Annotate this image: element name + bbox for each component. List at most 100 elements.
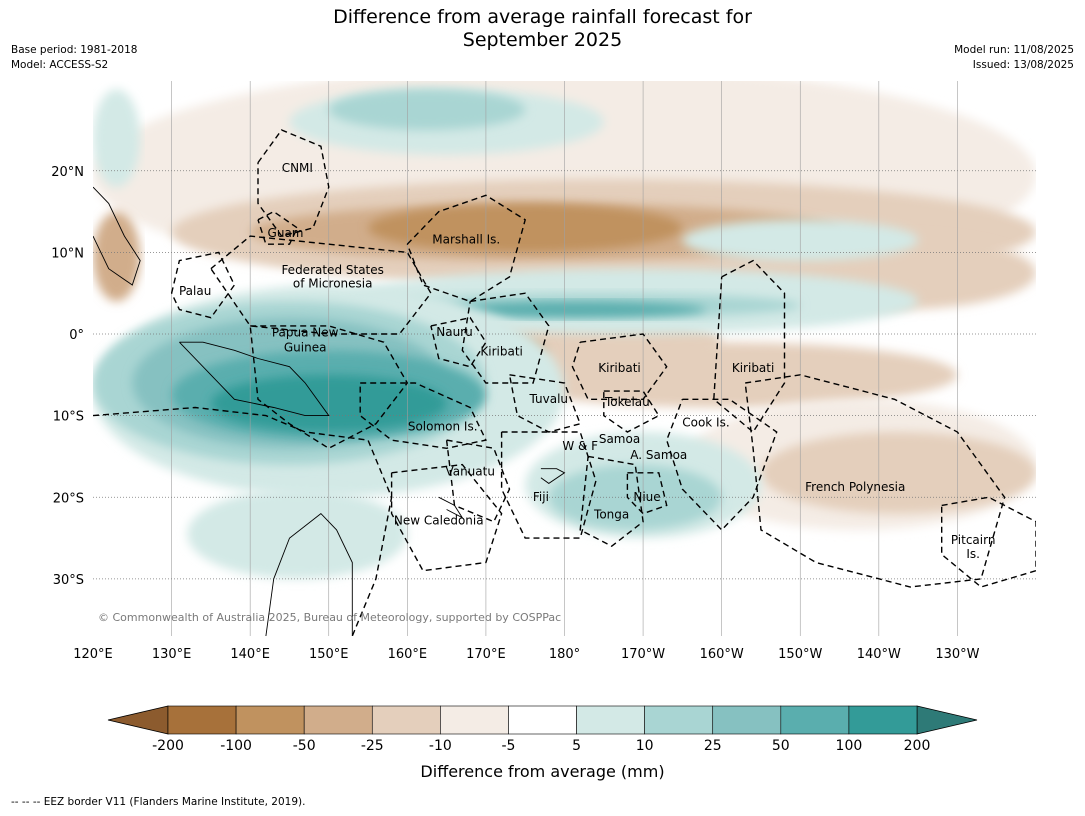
copyright-text: © Commonwealth of Australia 2025, Bureau… xyxy=(98,611,561,624)
colorbar-segment xyxy=(371,705,441,735)
region-label: Tonga xyxy=(593,508,629,522)
region-label: Is. xyxy=(966,547,980,561)
colorbar-tick-label: -200 xyxy=(152,738,184,754)
lat-tick-label: 20°S xyxy=(53,491,84,506)
region-label: Tokelau xyxy=(604,395,650,409)
colorbar-over-arrow xyxy=(916,705,978,735)
eez-kiribati-phoenix xyxy=(571,333,668,400)
lon-tick-label: 160°W xyxy=(700,647,744,662)
lat-tick-label: 30°S xyxy=(53,573,84,588)
colorbar-segment xyxy=(235,705,305,735)
region-label: French Polynesia xyxy=(805,480,905,494)
eez-png xyxy=(249,325,409,450)
colorbar-segment xyxy=(576,705,645,735)
new-guinea-coast xyxy=(179,341,330,417)
eez-footnote: -- -- -- EEZ border V11 (Flanders Marine… xyxy=(11,796,306,808)
colorbar-under-arrow xyxy=(107,705,169,735)
fiji-coast xyxy=(540,468,566,484)
lon-tick-label: 140°E xyxy=(230,647,270,662)
lon-tick-label: 130°E xyxy=(152,647,192,662)
lon-tick-label: 120°E xyxy=(73,647,113,662)
philippines-coast xyxy=(93,186,141,286)
colorbar-label: Difference from average (mm) xyxy=(420,762,665,781)
region-label: Vanuatu xyxy=(445,464,495,478)
eez-french-polynesia xyxy=(744,374,1006,588)
eez-kiribati-line xyxy=(713,259,786,434)
eez-australia xyxy=(93,406,393,636)
colorbar-segment xyxy=(848,705,918,735)
region-label: Solomon Is. xyxy=(408,420,478,434)
colorbar-segment xyxy=(303,705,373,735)
region-label: Guam xyxy=(268,226,304,240)
colorbar-tick-label: -25 xyxy=(361,738,384,754)
lon-tick-label: 130°W xyxy=(935,647,979,662)
colorbar-tick-label: -10 xyxy=(429,738,452,754)
eez-kiribati-gilbert xyxy=(461,292,550,384)
chart-title: Difference from average rainfall forecas… xyxy=(0,6,1085,52)
band-wet-north xyxy=(328,89,526,130)
colorbar-segment xyxy=(508,705,577,735)
region-label: Pitcairn xyxy=(951,533,996,547)
colorbar-tick-label: -50 xyxy=(293,738,316,754)
eez-palau xyxy=(170,251,236,319)
region-label: Kiribati xyxy=(598,361,640,375)
colorbar-tick-label: -100 xyxy=(220,738,252,754)
lat-tick-label: 0° xyxy=(69,328,84,343)
eez-nauru xyxy=(430,316,487,368)
lon-tick-label: 150°W xyxy=(778,647,822,662)
colorbar-tick-label: 25 xyxy=(704,738,722,754)
region-label: of Micronesia xyxy=(293,277,373,291)
region-label: New Caledonia xyxy=(394,513,484,527)
region-label: W & F xyxy=(562,439,598,453)
region-label: Cook Is. xyxy=(682,415,729,429)
lon-tick-label: 160°E xyxy=(388,647,428,662)
lon-tick-label: 170°E xyxy=(466,647,506,662)
lon-tick-label: 140°W xyxy=(857,647,901,662)
title-line-2: September 2025 xyxy=(462,29,623,51)
band-dry-south xyxy=(760,431,1036,514)
region-label: Samoa xyxy=(599,432,640,446)
colorbar-segment xyxy=(644,705,714,735)
colorbar-tick-label: 10 xyxy=(636,738,654,754)
region-label: Papua New xyxy=(272,326,339,340)
australia-coast xyxy=(265,512,353,636)
colorbar-tick-label: 5 xyxy=(572,738,581,754)
eez-new-caledonia xyxy=(390,463,503,572)
band-wet-west-north xyxy=(93,89,141,188)
band-wet-southwest xyxy=(187,489,408,579)
model-run: Model run: 11/08/2025 xyxy=(954,44,1074,56)
band-dry-west xyxy=(93,211,141,302)
eez-tonga xyxy=(579,455,644,548)
colorbar-tick-label: -5 xyxy=(501,738,515,754)
map-grid xyxy=(93,81,1036,636)
colorbar-tick-label: 100 xyxy=(836,738,863,754)
lat-tick-label: 20°N xyxy=(51,165,84,180)
band-dry-north-peak xyxy=(368,203,683,253)
region-label: Niue xyxy=(633,490,660,504)
meta-left: Base period: 1981-2018 Model: ACCESS-S2 xyxy=(11,43,137,73)
lon-tick-label: 150°E xyxy=(309,647,349,662)
eez-tokelau xyxy=(603,390,660,433)
region-label: A. Samoa xyxy=(630,448,687,462)
region-label: Tuvalu xyxy=(529,392,569,406)
colorbar-segment xyxy=(780,705,850,735)
eez-borders xyxy=(93,129,1036,636)
colorbar-tick-label: 50 xyxy=(772,738,790,754)
model-name: Model: ACCESS-S2 xyxy=(11,59,109,71)
region-label: Kiribati xyxy=(732,361,774,375)
lat-tick-label: 10°S xyxy=(53,410,84,425)
issued-date: Issued: 13/08/2025 xyxy=(972,59,1074,71)
lon-tick-label: 170°W xyxy=(621,647,665,662)
colorbar-segment xyxy=(712,705,782,735)
lon-tick-label: 180° xyxy=(549,647,580,662)
region-label: Palau xyxy=(179,284,211,298)
colorbar-segment xyxy=(167,705,237,735)
base-period: Base period: 1981-2018 xyxy=(11,44,138,56)
eez-guam xyxy=(257,210,299,245)
title-line-1: Difference from average rainfall forecas… xyxy=(333,6,752,28)
region-label: Federated States xyxy=(281,263,383,277)
new-caledonia-coast xyxy=(438,496,464,519)
band-wet-fiji xyxy=(548,464,722,530)
